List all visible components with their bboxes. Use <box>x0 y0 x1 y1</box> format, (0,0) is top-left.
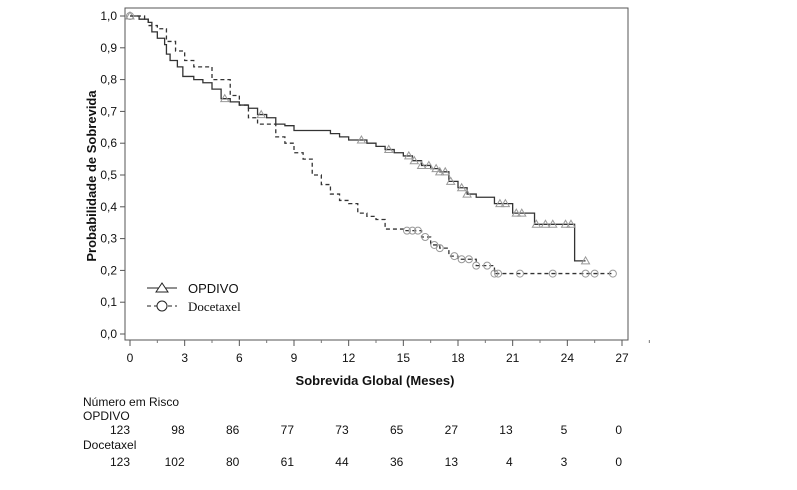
legend: OPDIVO Docetaxel <box>147 281 241 314</box>
risk-cell: 36 <box>389 455 404 469</box>
x-tick-label: 24 <box>561 351 575 365</box>
risk-row-label-docetaxel: Docetaxel <box>83 438 137 452</box>
risk-cell: 61 <box>280 455 294 469</box>
censor-mark-triangle <box>416 160 427 169</box>
censor-mark-triangle <box>456 182 467 192</box>
x-tick-label: 0 <box>127 351 134 365</box>
risk-cell: 123 <box>109 423 130 437</box>
risk-table-title: Número em Risco <box>83 395 180 409</box>
x-tick-label: 27 <box>615 351 629 365</box>
censor-mark-circle <box>581 269 590 278</box>
censor-mark-triangle <box>531 219 542 228</box>
censor-mark-triangle <box>516 208 527 217</box>
censor-mark-circle <box>413 226 422 235</box>
risk-cell: 44 <box>335 455 349 469</box>
risk-cell: 98 <box>171 423 185 437</box>
censor-mark-triangle <box>403 150 414 160</box>
risk-cell: 86 <box>225 423 240 437</box>
x-tick-label: 6 <box>236 351 243 365</box>
x-tick-label: 18 <box>451 351 465 365</box>
y-tick-label: 0,4 <box>100 200 117 214</box>
risk-cell: 13 <box>444 455 458 469</box>
censor-mark-circle <box>472 261 481 270</box>
y-axis-label: Probabilidade de Sobrevida <box>84 90 99 262</box>
censor-mark-triangle <box>431 163 441 173</box>
censor-mark-triangle <box>383 144 394 154</box>
censor-mark-triangle <box>560 219 571 228</box>
risk-cell: 73 <box>335 423 349 437</box>
risk-cell: 4 <box>505 455 513 469</box>
y-tick-label: 0,1 <box>100 295 117 309</box>
censor-mark-triangle <box>219 93 230 103</box>
censor-mark-circle <box>421 233 430 242</box>
censor-mark-triangle <box>511 208 522 217</box>
y-tick-label: 0,8 <box>100 73 117 87</box>
y-tick-label: 0,5 <box>100 168 117 182</box>
censor-mark-triangle <box>256 109 267 119</box>
triangle-icon <box>155 282 169 293</box>
risk-cell: 77 <box>280 423 294 437</box>
censor-mark-triangle <box>495 198 505 208</box>
censor-mark-circle <box>494 269 503 278</box>
censor-mark-triangle <box>580 255 591 265</box>
censor-mark-circle <box>590 269 599 278</box>
curve-opdivo <box>130 15 586 262</box>
x-tick-label: 9 <box>291 351 298 365</box>
censor-mark-circle <box>126 12 134 20</box>
censor-mark-triangle <box>547 219 558 228</box>
x-tick-label: 3 <box>181 351 188 365</box>
y-tick-label: 0,9 <box>100 41 117 55</box>
censor-mark-circle <box>608 269 617 278</box>
y-tick-label: 0,3 <box>100 232 117 246</box>
censor-mark-circle <box>450 252 459 261</box>
censor-mark-circle <box>490 269 499 278</box>
risk-row-label-opdivo: OPDIVO <box>83 409 130 423</box>
censor-mark-circle <box>402 226 411 235</box>
risk-cell: 27 <box>444 423 458 437</box>
censor-mark-triangle <box>409 155 420 165</box>
censor-mark-triangle <box>540 219 551 228</box>
censor-mark-triangle <box>440 166 451 176</box>
censor-mark-circle <box>408 226 417 235</box>
y-tick-label: 1,0 <box>100 9 117 23</box>
risk-cell: 5 <box>560 423 568 437</box>
censor-mark-triangle <box>423 160 434 169</box>
risk-cell: 65 <box>389 423 404 437</box>
risk-cell: 0 <box>615 423 622 437</box>
censor-mark-circle <box>548 269 557 278</box>
y-tick-label: 0,0 <box>100 327 117 341</box>
circle-icon <box>156 300 168 312</box>
x-tick-label: 15 <box>397 351 411 365</box>
censor-mark-triangle <box>445 176 456 185</box>
censor-mark-circle <box>515 269 524 278</box>
legend-opdivo: OPDIVO <box>188 281 239 296</box>
risk-cell: 0 <box>615 455 622 469</box>
risk-cell: 3 <box>560 455 568 469</box>
y-tick-label: 0,7 <box>100 104 117 118</box>
y-tick-label: 0,2 <box>100 263 117 277</box>
censor-mark-triangle <box>462 189 472 198</box>
curve-docetaxel <box>130 15 613 275</box>
x-tick-label: 21 <box>506 351 520 365</box>
risk-cell: 102 <box>164 455 185 469</box>
x-axis-label: Sobrevida Global (Meses) <box>296 373 455 388</box>
censor-mark-triangle <box>500 198 511 208</box>
risk-cell: 80 <box>225 455 240 469</box>
y-tick-label: 0,6 <box>100 136 117 150</box>
risk-cell: 123 <box>109 455 130 469</box>
censor-mark-circle <box>464 255 473 264</box>
x-tick-label: 12 <box>342 351 356 365</box>
censor-mark-circle <box>483 261 492 270</box>
risk-cell: 13 <box>499 423 513 437</box>
legend-docetaxel: Docetaxel <box>188 299 241 314</box>
censor-mark-triangle <box>566 219 576 228</box>
censor-mark-triangle <box>356 135 367 144</box>
censor-mark-triangle <box>434 166 445 176</box>
censor-mark-circle <box>435 244 444 253</box>
